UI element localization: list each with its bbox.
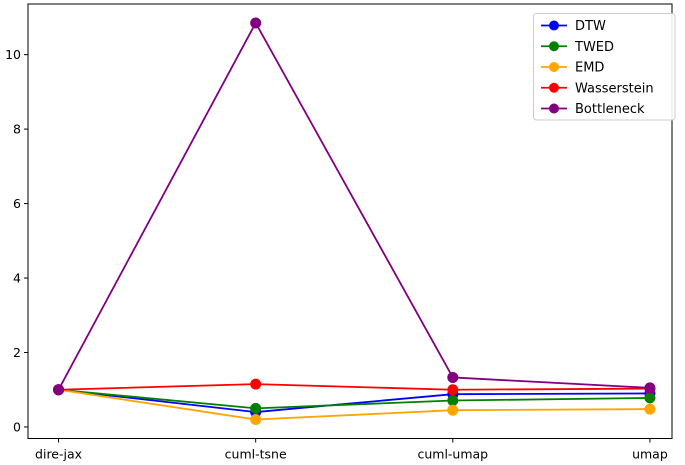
y-tick-label: 0 [13,419,21,434]
legend-label: EMD [575,61,604,76]
legend-entry-DTW: DTW [541,19,606,34]
legend-marker-icon [549,62,559,72]
data-point-TWED-cuml-umap [447,395,459,407]
data-point-Wasserstein-cuml-umap [447,384,459,396]
legend: DTW TWED EMD Wasserstein Bottleneck [533,13,676,121]
x-tick-label: cuml-umap [417,447,488,462]
data-point-Bottleneck-dire-jax [53,384,65,396]
y-tick-label: 2 [13,345,21,360]
legend-box [533,13,676,121]
data-point-EMD-cuml-tsne [250,414,262,426]
data-point-EMD-umap [644,403,656,415]
x-tick-label: cuml-tsne [225,447,287,462]
y-tick-label: 6 [13,196,21,211]
y-tick-label: 10 [5,47,21,62]
legend-marker-icon [549,82,559,93]
legend-entry-TWED: TWED [541,40,614,55]
x-tick-label: dire-jax [35,447,82,462]
data-point-TWED-cuml-tsne [250,402,262,414]
legend-marker-icon [549,41,559,52]
series-line-Bottleneck [57,22,651,391]
data-point-Bottleneck-cuml-tsne [250,17,262,29]
data-point-Bottleneck-umap [644,382,656,394]
data-point-Wasserstein-cuml-tsne [250,378,262,390]
series-line-EMD [57,388,651,421]
data-point-Bottleneck-cuml-umap [447,371,459,383]
legend-label: Wasserstein [575,81,654,96]
data-point-TWED-umap [644,392,656,404]
legend-entry-Wasserstein: Wasserstein [541,81,654,96]
legend-marker-icon [549,103,559,114]
legend-label: Bottleneck [575,102,645,117]
legend-label: TWED [574,40,614,55]
series-line-TWED [57,388,651,410]
legend-marker-icon [549,20,559,31]
series-line-DTW [57,388,651,413]
legend-entry-Bottleneck: Bottleneck [541,102,645,117]
data-point-EMD-cuml-umap [447,404,459,416]
series-line-Wasserstein [57,383,651,391]
x-tick-label: umap [632,447,668,462]
y-tick-label: 8 [13,121,21,136]
plot-area-border [27,3,673,439]
legend-entry-EMD: EMD [541,61,604,76]
y-tick-label: 4 [13,270,21,285]
legend-label: DTW [575,19,606,34]
